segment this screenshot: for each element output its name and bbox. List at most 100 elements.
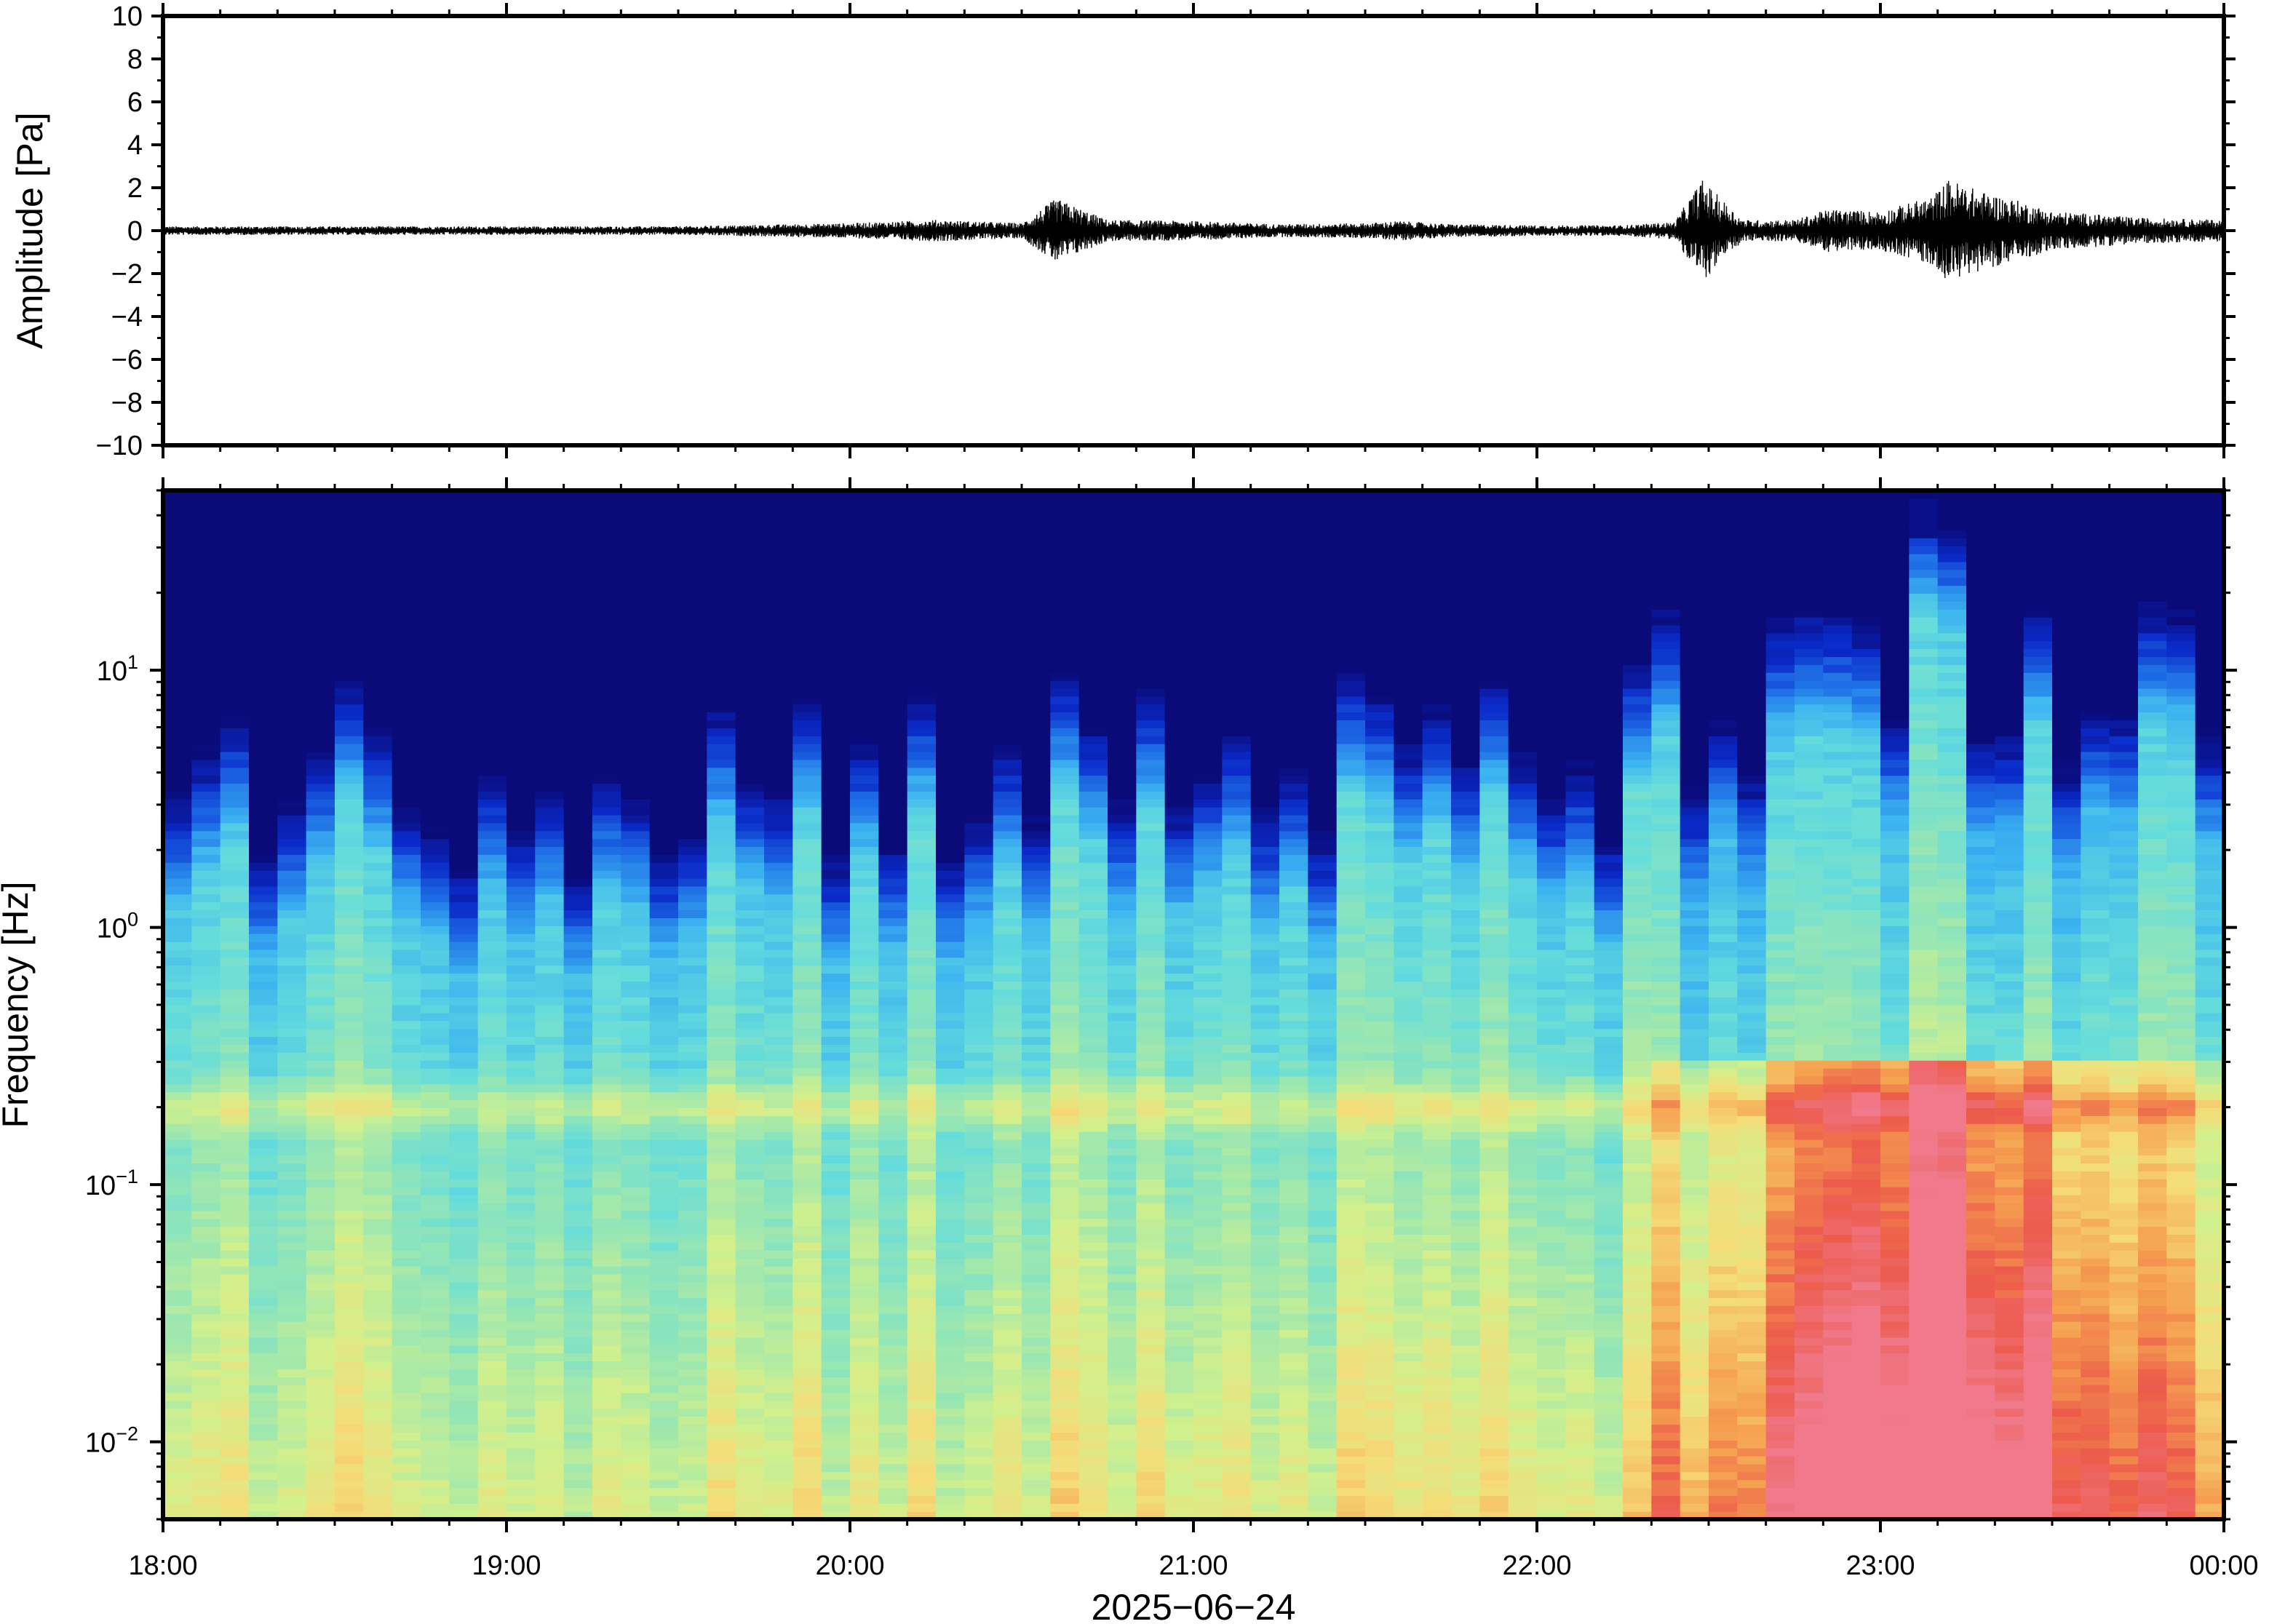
spectrogram-cell <box>191 1289 221 1299</box>
spectrogram-cell <box>764 530 793 538</box>
spectrogram-cell <box>306 506 335 515</box>
spectrogram-cell <box>878 877 908 887</box>
spectrogram-cell <box>1050 775 1080 784</box>
spectrogram-cell <box>1022 1242 1051 1251</box>
spectrogram-cell <box>449 1052 479 1061</box>
spectrogram-cell <box>191 601 221 610</box>
spectrogram-cell <box>678 728 707 736</box>
spectrogram-cell <box>907 783 937 792</box>
spectrogram-cell <box>421 1321 450 1330</box>
spectrogram-cell <box>220 885 250 895</box>
spectrogram-cell <box>1078 585 1108 594</box>
spectrogram-cell <box>363 1139 393 1148</box>
spectrogram-cell <box>1164 688 1194 697</box>
spectrogram-cell <box>993 1313 1022 1322</box>
spectrogram-cell <box>649 807 679 816</box>
spectrogram-cell <box>163 1297 192 1306</box>
spectrogram-cell <box>535 1353 565 1362</box>
spectrogram-cell <box>1193 949 1223 958</box>
spectrogram-cell <box>1078 1503 1108 1512</box>
spectrogram-cell <box>335 1155 364 1164</box>
spectrogram-cell <box>306 1075 335 1085</box>
spectrogram-cell <box>421 1265 450 1275</box>
spectrogram-cell <box>1164 973 1194 982</box>
spectrogram-cell <box>249 1012 278 1022</box>
spectrogram-cell <box>678 854 707 863</box>
spectrogram-cell <box>878 783 908 792</box>
spectrogram-cell <box>878 1337 908 1346</box>
spectrogram-cell <box>421 1115 450 1124</box>
spectrogram-cell <box>277 1511 307 1519</box>
spectrogram-cell <box>907 1297 937 1306</box>
spectrogram-cell <box>792 585 822 594</box>
spectrogram-cell <box>707 909 736 918</box>
spectrogram-cell <box>363 1313 393 1322</box>
spectrogram-cell <box>1108 704 1137 713</box>
spectrogram-cell <box>936 751 965 760</box>
spectrogram-cell <box>936 1012 965 1022</box>
spectrogram-cell <box>1164 1060 1194 1069</box>
spectrogram-cell <box>335 1353 364 1362</box>
spectrogram-cell <box>421 1305 450 1314</box>
spectrogram-cell <box>678 870 707 879</box>
spectrogram-cell <box>878 775 908 784</box>
spectrogram-cell <box>936 862 965 871</box>
spectrogram-cell <box>764 1020 793 1030</box>
spectrogram-cell <box>1222 1171 1252 1179</box>
spectrogram-cell <box>878 1107 908 1116</box>
spectrogram-cell <box>792 688 822 697</box>
spectrogram-cell <box>277 1147 307 1156</box>
spectrogram-cell <box>1022 965 1051 974</box>
spectrogram-cell <box>907 799 937 808</box>
spectrogram-cell <box>191 609 221 618</box>
spectrogram-cell <box>277 1479 307 1489</box>
spectrogram-cell <box>249 1163 278 1172</box>
spectrogram-cell <box>649 498 679 507</box>
spectrogram-cell <box>621 1044 651 1053</box>
spectrogram-cell <box>563 1195 593 1203</box>
spectrogram-cell <box>764 941 793 950</box>
spectrogram-cell <box>535 1028 565 1038</box>
spectrogram-cell <box>1078 601 1108 610</box>
spectrogram-cell <box>421 909 450 918</box>
spectrogram-cell <box>363 609 393 618</box>
spectrogram-cell <box>506 1131 536 1140</box>
spectrogram-cell <box>277 506 307 515</box>
spectrogram-cell <box>363 799 393 808</box>
spectrogram-cell <box>821 1432 851 1441</box>
spectrogram-cell <box>1022 1289 1051 1299</box>
spectrogram-cell <box>191 1210 221 1219</box>
spectrogram-cell <box>220 720 250 728</box>
spectrogram-cell <box>477 901 507 911</box>
spectrogram-cell <box>306 1455 335 1465</box>
spectrogram-cell <box>163 1329 192 1338</box>
spectrogram-cell <box>1222 1313 1252 1322</box>
spectrogram-cell <box>1222 1210 1252 1219</box>
spectrogram-cell <box>477 490 507 499</box>
spectrogram-cell <box>506 1361 536 1369</box>
spectrogram-cell <box>191 1503 221 1512</box>
spectrogram-cell <box>707 1202 736 1211</box>
spectrogram-cell <box>1050 704 1080 713</box>
spectrogram-cell <box>735 783 765 792</box>
spectrogram-cell <box>964 1297 994 1306</box>
spectrogram-cell <box>1078 846 1108 855</box>
spectrogram-cell <box>1050 1115 1080 1124</box>
spectrogram-cell <box>1022 728 1051 736</box>
spectrogram-cell <box>678 640 707 650</box>
spectrogram-cell <box>392 1107 421 1116</box>
spectrogram-cell <box>392 744 421 752</box>
spectrogram-cell <box>1108 490 1137 499</box>
spectrogram-cell <box>1078 546 1108 554</box>
spectrogram-cell <box>621 783 651 792</box>
spectrogram-cell <box>792 751 822 760</box>
spectrogram-cell <box>306 1020 335 1030</box>
spectrogram-cell <box>678 1392 707 1401</box>
spectrogram-cell <box>277 822 307 832</box>
spectrogram-cell <box>649 1440 679 1449</box>
spectrogram-cell <box>764 632 793 642</box>
spectrogram-cell <box>191 712 221 721</box>
spectrogram-cell <box>850 593 879 602</box>
spectrogram-cell <box>850 807 879 816</box>
spectrogram-cell <box>506 554 536 562</box>
